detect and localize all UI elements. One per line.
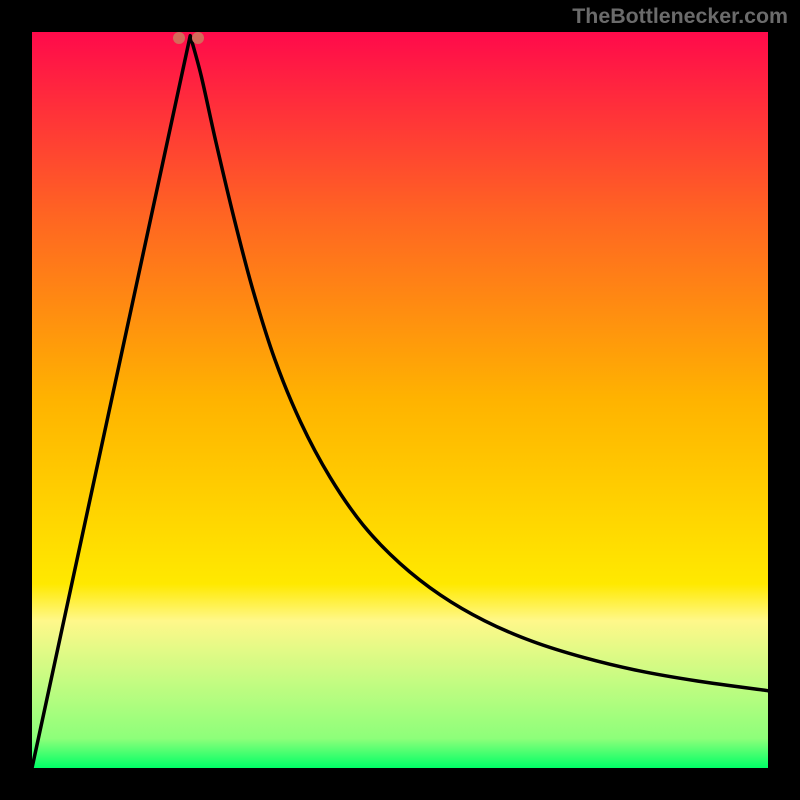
- chart-plot-area: [32, 32, 768, 768]
- chart-curve: [32, 32, 768, 768]
- chart-marker-1: [192, 32, 204, 44]
- curve-path: [32, 36, 768, 768]
- watermark-text: TheBottlenecker.com: [572, 4, 788, 29]
- chart-marker-0: [173, 32, 185, 44]
